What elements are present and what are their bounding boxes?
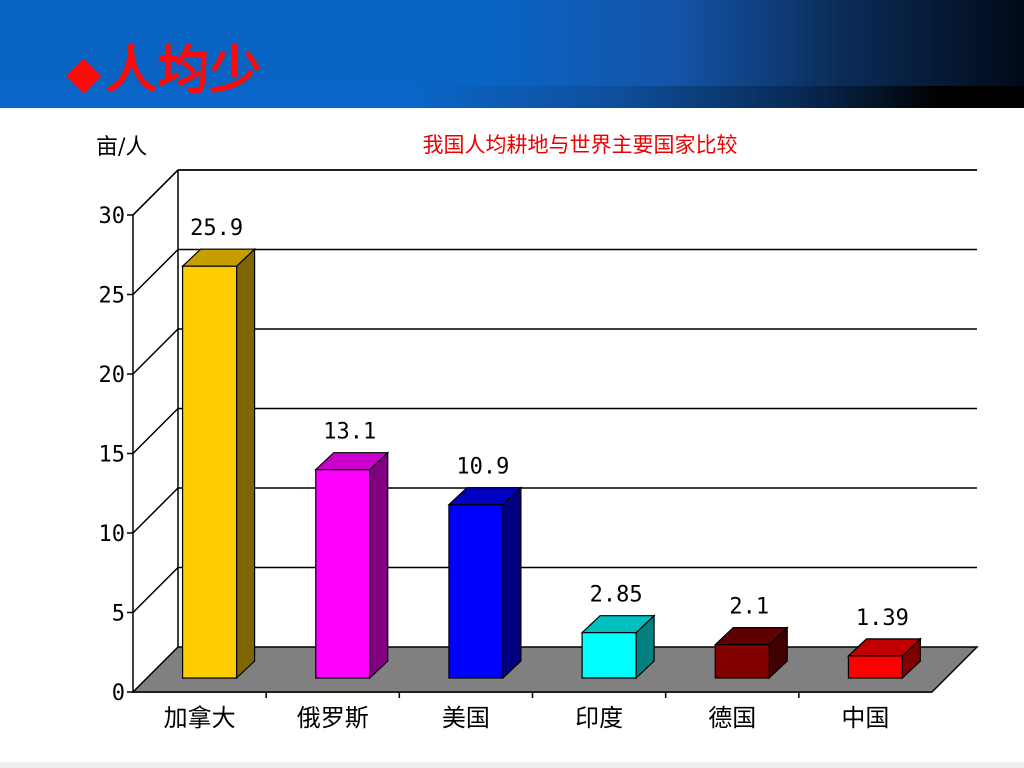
y-axis-label: 亩/人 [96,135,147,160]
y-tick-label: 5 [112,602,125,627]
y-tick-label: 25 [99,284,126,309]
x-tick-label: 加拿大 [164,704,236,732]
y-tick-label: 0 [112,681,125,706]
gridline-diagonal [132,487,179,534]
bar-side [502,486,522,680]
slide-title: ◆人均少 [66,36,261,106]
data-label: 2.1 [729,595,769,620]
diamond-icon: ◆ [66,45,102,99]
y-tick-label: 30 [99,204,126,229]
x-tick-label: 美国 [442,704,490,732]
slide-title-text: 人均少 [105,40,262,101]
chart-walls [132,169,977,693]
x-tick-label: 俄罗斯 [297,704,369,732]
gridline-diagonal [132,169,179,216]
bar-side [235,247,256,680]
chart-gridlines [127,169,977,698]
bar [714,644,770,679]
y-tick-label: 15 [99,443,126,468]
bar [847,655,904,679]
gridline-diagonal [132,248,179,296]
data-label: 13.1 [323,420,376,445]
bar [315,469,371,679]
x-tick-label: 德国 [708,704,756,732]
header-bar [0,0,1024,108]
data-label: 2.85 [590,583,643,608]
bar [581,632,637,679]
gridline-diagonal [132,328,179,375]
gridline-diagonal [132,407,179,455]
gridline-diagonal [132,566,179,614]
x-tick-label: 中国 [841,704,889,732]
y-tick-label: 20 [99,363,126,388]
chart-bars [181,247,922,680]
y-tick-label: 10 [99,522,126,547]
bar-side [369,451,389,680]
x-tick-label: 印度 [575,704,623,732]
data-label: 1.39 [856,606,909,631]
chart-title: 我国人均耕地与世界主要国家比较 [423,133,738,157]
bar [181,265,238,679]
data-label: 10.9 [456,455,509,480]
data-label: 25.9 [190,216,243,241]
chart-labels: 0 5 10 15 20 25 30 25.9 加拿大 13.1 俄罗斯 10.9 美国 2.85 印度 2.… [99,204,909,732]
bottom-stripe [0,762,1024,768]
bar [448,504,504,679]
header-band [0,86,1024,108]
